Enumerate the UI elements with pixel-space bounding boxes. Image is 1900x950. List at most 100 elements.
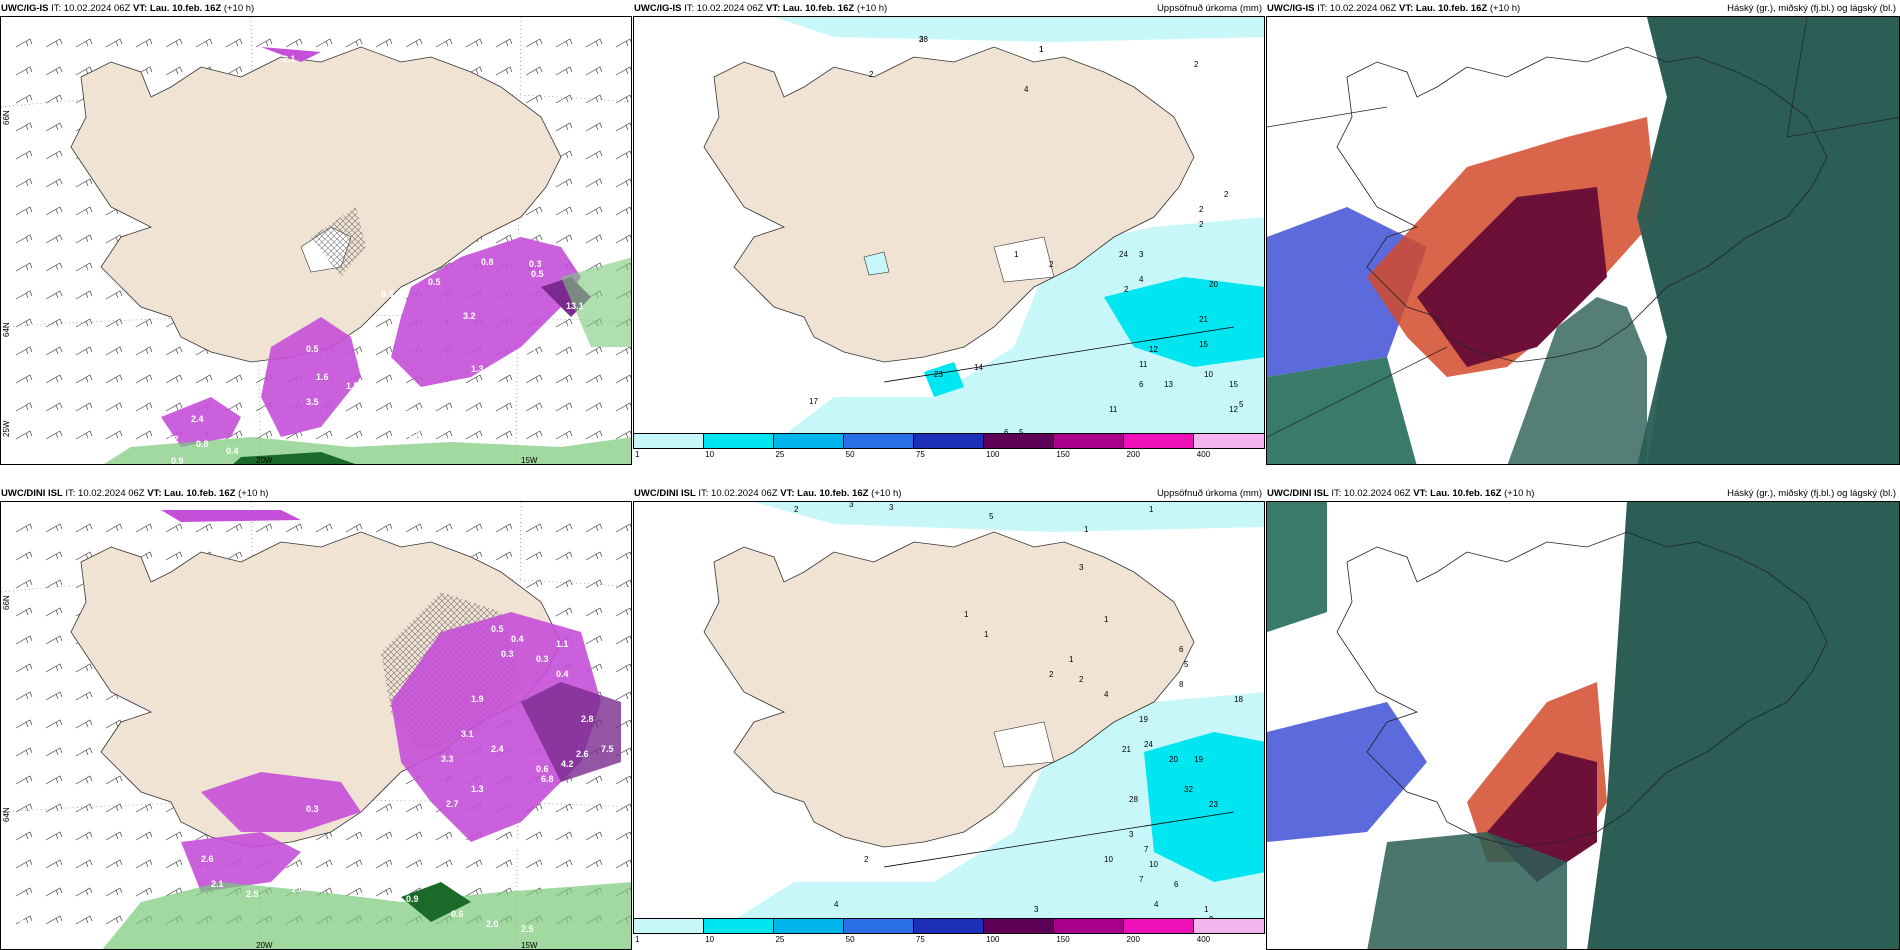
wind-barb xyxy=(45,66,63,76)
wind-barb xyxy=(165,346,183,356)
precip-value: 4.2 xyxy=(561,759,574,769)
wind-barb xyxy=(615,523,631,533)
legend-swatch xyxy=(1194,919,1264,933)
wind-barb xyxy=(315,859,333,869)
legend-swatch xyxy=(634,919,704,933)
wind-barb xyxy=(15,150,33,160)
wind-barb xyxy=(525,831,543,841)
init-time: IT: 10.02.2024 06Z xyxy=(65,488,145,499)
wind-barb xyxy=(585,402,603,412)
wind-barb xyxy=(75,206,93,216)
precip-value: 14 xyxy=(974,363,983,372)
wind-barb xyxy=(105,915,123,925)
wind-barb xyxy=(375,887,393,897)
wind-barb xyxy=(525,94,543,104)
precip-value: 0.2 xyxy=(506,839,519,849)
wind-barb xyxy=(15,374,33,384)
precip-value: 2.0 xyxy=(486,919,499,929)
wind-barb xyxy=(255,38,273,48)
init-time: IT: 10.02.2024 06Z xyxy=(1317,3,1397,14)
precip-value: 18 xyxy=(1234,695,1243,704)
wind-barb xyxy=(45,915,63,925)
precip-area xyxy=(391,612,601,842)
precip-value: 0.5 xyxy=(531,269,544,279)
wind-barb xyxy=(45,579,63,589)
map-frame: 0.5 0.4 0.3 0.3 1.1 0.4 1.9 3.1 3.3 2.4 1.3 0.6 2.7 1… xyxy=(0,501,632,950)
wind-barb xyxy=(525,206,543,216)
precip-value: 10 xyxy=(1204,370,1213,379)
wind-barb xyxy=(555,831,573,841)
legend-swatch xyxy=(704,919,774,933)
wind-barb xyxy=(135,374,153,384)
wind-barb xyxy=(495,523,513,533)
wind-barb xyxy=(165,374,183,384)
wind-barb xyxy=(255,523,273,533)
model-name: UWC/DINI ISL xyxy=(1,488,63,499)
wind-barb xyxy=(105,887,123,897)
legend-tick: 25 xyxy=(775,935,785,944)
wind-barb xyxy=(45,607,63,617)
wind-barb xyxy=(615,234,631,244)
lead-time: (+10 h) xyxy=(1489,3,1521,14)
precip-value: 2 xyxy=(1224,190,1229,199)
panel-bottom-right: UWC/DINI ISL IT: 10.02.2024 06Z VT: Lau.… xyxy=(1266,485,1900,950)
wind-barb xyxy=(345,38,363,48)
wind-barb xyxy=(615,803,631,813)
wind-barb xyxy=(495,551,513,561)
wind-barb xyxy=(135,402,153,412)
wind-barb xyxy=(15,430,33,440)
wind-barb xyxy=(135,887,153,897)
precip-value: 2.6 xyxy=(576,749,589,759)
wind-barb xyxy=(45,94,63,104)
wind-barb xyxy=(105,775,123,785)
wind-barb xyxy=(615,551,631,561)
map-frame: 2 3 3 5 1 1 3 1 1 1 1 2 2 4 6 5 8 18 19 24 21 20 32 19 23 28 10 10 7… xyxy=(633,501,1265,919)
model-name: UWC/IG-IS xyxy=(1267,3,1315,14)
precip-value: 3 xyxy=(1034,905,1039,914)
wind-barb xyxy=(15,262,33,272)
precip-value: 15 xyxy=(1229,380,1238,389)
wind-barb xyxy=(375,803,393,813)
precip-value: 1.1 xyxy=(556,639,569,649)
wind-barb xyxy=(435,38,453,48)
legend-swatch xyxy=(984,434,1054,448)
precip-value: 1 xyxy=(984,630,989,639)
precip-value: 2 xyxy=(1124,285,1129,294)
precip-value: 8 xyxy=(1179,680,1184,689)
precip-value: 1 xyxy=(1069,655,1074,664)
precip-value: 3 xyxy=(1129,830,1134,839)
wind-barb xyxy=(45,178,63,188)
wind-barb xyxy=(45,663,63,673)
wind-barb xyxy=(585,803,603,813)
precip-value: 3.5 xyxy=(306,397,319,407)
wind-barb xyxy=(615,607,631,617)
legend-swatch xyxy=(984,919,1054,933)
wind-barb xyxy=(285,38,303,48)
wind-barb xyxy=(435,523,453,533)
precip-value: 1 xyxy=(1039,45,1044,54)
wind-barb xyxy=(585,66,603,76)
precip-value: 1.5 xyxy=(346,381,359,391)
precip-value: 2 xyxy=(794,505,799,514)
precip-value: 1.3 xyxy=(471,364,484,374)
legend-swatch xyxy=(844,919,914,933)
wind-barb xyxy=(495,38,513,48)
precip-value: 20 xyxy=(1169,755,1178,764)
wind-barb xyxy=(105,523,123,533)
panel-header: UWC/IG-IS IT: 10.02.2024 06Z VT: Lau. 10… xyxy=(1266,0,1900,18)
wind-barb xyxy=(585,523,603,533)
wind-barb xyxy=(225,374,243,384)
precip-value: 2.1 xyxy=(283,54,296,64)
vt-label: VT: xyxy=(780,488,795,499)
wind-barb xyxy=(225,551,243,561)
wind-barb xyxy=(45,430,63,440)
wind-barb xyxy=(615,66,631,76)
wind-barb xyxy=(45,551,63,561)
precip-value: 2 xyxy=(1049,670,1054,679)
panel-title: Háský (gr.), miðský (fj.bl.) og lágský (… xyxy=(1727,488,1896,499)
wind-barb xyxy=(615,579,631,589)
precip-value: 0.8 xyxy=(466,849,479,859)
wind-barb xyxy=(585,122,603,132)
wind-barb xyxy=(525,430,543,440)
precip-value: 1 xyxy=(1014,250,1019,259)
